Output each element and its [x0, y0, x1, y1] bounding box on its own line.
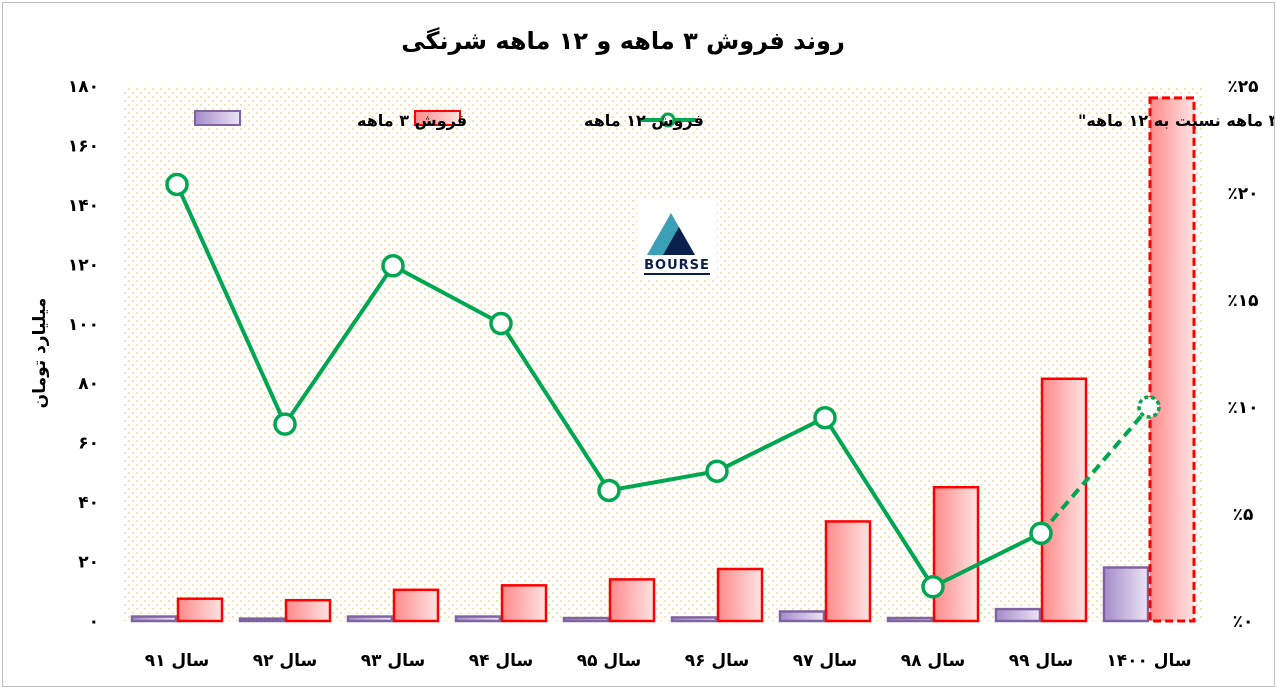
logo-triangle-inner-icon	[663, 227, 695, 255]
y-tick-label: ۴۰	[78, 493, 99, 513]
y2-axis-ticks: ٪۰ ٪۵ ٪۱۰ ٪۱۵ ٪۲۰ ٪۲۵	[1227, 77, 1258, 632]
x-axis-ticks: سال ۹۱ سال ۹۲ سال ۹۳ سال ۹۴ سال ۹۵ سال ۹۶ سال …	[145, 651, 1192, 671]
y2-tick-label: ٪۲۵	[1227, 77, 1258, 97]
bar-12-month	[284, 598, 332, 623]
bar-3-month	[1102, 566, 1150, 623]
bar-3-month	[562, 616, 610, 623]
y-tick-label: ۱۲۰	[68, 255, 99, 275]
y2-tick-label: ٪۰	[1233, 612, 1254, 632]
bar-12-month	[1148, 96, 1196, 623]
logo: BOURSE	[637, 198, 717, 278]
y-tick-label: ۱۰۰	[68, 315, 99, 335]
ratio-point	[813, 405, 837, 430]
ratio-point	[705, 459, 729, 483]
ratio-point	[489, 311, 513, 336]
bar-12-month	[500, 584, 548, 623]
y-tick-label: ۱۶۰	[68, 136, 99, 156]
ratio-point	[1137, 395, 1161, 419]
bar-3-month	[454, 615, 502, 623]
ratio-point	[597, 478, 621, 503]
bar-3-month	[886, 616, 934, 623]
legend-ratio-label: فروش محقق شده در ۳ ماهه نسبت به ۱۲ ماهه"	[1078, 111, 1274, 130]
x-tick-label: سال ۹۸	[901, 651, 966, 671]
ratio-line-projected	[1039, 405, 1151, 535]
bar-3-month	[778, 610, 826, 623]
x-tick-label: سال ۹۴	[469, 651, 534, 671]
x-tick-label: سال ۱۴۰۰	[1106, 651, 1191, 671]
ratio-point	[165, 172, 189, 197]
ratio-point	[1029, 521, 1053, 546]
legend-12-month-swatch	[414, 110, 461, 126]
y-tick-label: ۰	[89, 612, 99, 632]
x-tick-label: سال ۹۹	[1009, 651, 1074, 671]
x-tick-label: سال ۹۲	[253, 651, 318, 671]
ratio-point	[381, 254, 405, 278]
bar-12-month	[716, 567, 764, 623]
bar-12-month	[932, 486, 980, 623]
x-tick-label: سال ۹۵	[577, 651, 642, 671]
y-tick-label: ۶۰	[78, 434, 99, 454]
bar-3-month	[238, 617, 286, 623]
legend-3-month-swatch	[194, 110, 241, 126]
y2-tick-label: ٪۲۰	[1227, 184, 1258, 204]
bar-3-month	[130, 615, 178, 623]
logo-text: BOURSE	[644, 258, 710, 273]
ratio-point	[273, 412, 297, 436]
bars	[130, 96, 1196, 623]
bar-12-month	[608, 578, 656, 623]
chart-title: روند فروش ۳ ماهه و ۱۲ ماهه شرنگی	[401, 27, 845, 55]
x-tick-label: سال ۹۷	[793, 651, 858, 671]
y-tick-label: ۸۰	[78, 374, 99, 394]
bar-12-month	[1040, 377, 1088, 623]
y-tick-label: ۱۸۰	[68, 77, 99, 97]
x-tick-label: سال ۹۶	[685, 651, 750, 671]
plot-area-background	[123, 86, 1203, 621]
legend-12-month-label: فروش ۱۲ ماهه	[584, 111, 704, 130]
ratio-point	[921, 575, 945, 599]
bar-3-month	[994, 607, 1042, 623]
bar-12-month	[824, 520, 872, 623]
bar-3-month	[670, 616, 718, 623]
y-tick-label: ۱۴۰	[68, 196, 99, 216]
ratio-line	[165, 172, 1161, 599]
y2-tick-label: ٪۵	[1233, 505, 1254, 525]
y-axis-label: میلیارد تومان	[30, 298, 50, 409]
x-tick-label: سال ۹۳	[361, 651, 426, 671]
x-tick-label: سال ۹۱	[145, 651, 210, 671]
y-axis-ticks: ۰ ۲۰ ۴۰ ۶۰ ۸۰ ۱۰۰ ۱۲۰ ۱۴۰ ۱۶۰ ۱۸۰	[68, 77, 99, 632]
legend-line-point	[660, 112, 676, 128]
bar-12-month	[392, 588, 440, 623]
y2-tick-label: ٪۱۵	[1227, 291, 1258, 311]
chart-svg: روند فروش ۳ ماهه و ۱۲ ماهه شرنگی میلیارد…	[30, 27, 1274, 671]
legend[interactable]: فروش محقق شده در ۳ ماهه نسبت به ۱۲ ماهه"…	[194, 110, 1274, 130]
y2-tick-label: ٪۱۰	[1227, 398, 1258, 418]
bar-12-month	[176, 597, 224, 623]
legend-3-month-label: فروش ۳ ماهه	[357, 111, 467, 130]
bar-3-month	[346, 615, 394, 623]
y-tick-label: ۲۰	[78, 553, 99, 573]
